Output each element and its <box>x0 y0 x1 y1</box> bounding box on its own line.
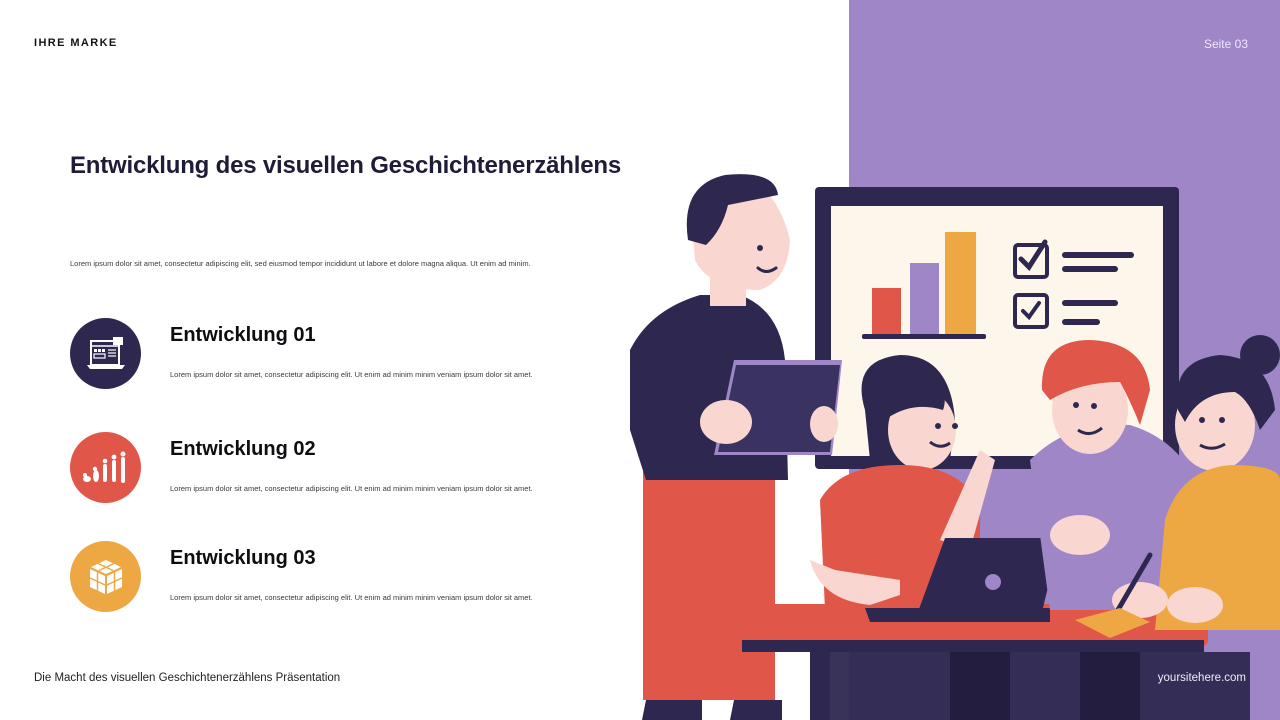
development-item-2: Entwicklung 02 Lorem ipsum dolor sit ame… <box>70 432 590 504</box>
team-meeting-illustration <box>610 160 1280 720</box>
item-description: Lorem ipsum dolor sit amet, consectetur … <box>170 484 533 493</box>
item-heading: Entwicklung 02 <box>170 438 316 460</box>
item-description: Lorem ipsum dolor sit amet, consectetur … <box>170 370 533 379</box>
brand-logo-text: IHRE MARKE <box>34 37 118 49</box>
page-title: Entwicklung des visuellen Geschichtenerz… <box>70 152 621 179</box>
woman-with-laptop-illustration <box>810 355 1060 622</box>
item-heading: Entwicklung 03 <box>170 547 316 569</box>
web-browser-laptop-icon <box>70 318 141 389</box>
item-description: Lorem ipsum dolor sit amet, consectetur … <box>170 593 533 602</box>
intro-text: Lorem ipsum dolor sit amet, consectetur … <box>70 259 531 268</box>
item-heading: Entwicklung 01 <box>170 324 316 346</box>
human-evolution-icon <box>70 432 141 503</box>
development-item-3: Entwicklung 03 Lorem ipsum dolor sit ame… <box>70 541 590 613</box>
page-number: Seite 03 <box>1203 37 1248 51</box>
website-link[interactable]: yoursitehere.com <box>1157 672 1246 684</box>
woman-with-bun-illustration <box>1075 335 1280 638</box>
cube-blocks-icon <box>70 541 141 612</box>
presentation-title-footer: Die Macht des visuellen Geschichtenerzäh… <box>34 672 341 684</box>
standing-man-illustration <box>630 174 842 720</box>
development-item-1: Entwicklung 01 Lorem ipsum dolor sit ame… <box>70 318 590 390</box>
red-haired-man-illustration <box>1030 340 1200 610</box>
